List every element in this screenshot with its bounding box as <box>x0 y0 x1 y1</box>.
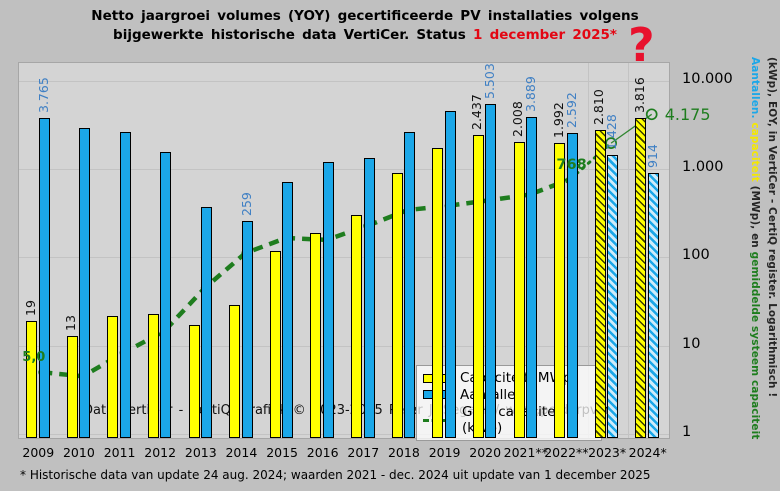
label-aantallen-2014: 259 <box>238 192 254 216</box>
x-axis-label-2010: 2010 <box>62 445 95 460</box>
bar-capaciteit-2011 <box>107 315 119 438</box>
bar-capaciteit-2010 <box>66 335 78 438</box>
bar-capaciteit-2009 <box>26 321 37 438</box>
chart-title-line2: bijgewerkte historische data VertiCer. S… <box>113 27 617 43</box>
label-capaciteit-2010: 13 <box>63 314 79 331</box>
label-capaciteit-2024*: 3.816 <box>631 76 647 113</box>
label-gem-capaciteit-2009: 5,0 <box>22 350 46 366</box>
label-aantallen-2009: 3.765 <box>35 77 51 114</box>
x-axis-label-2011: 2011 <box>103 445 136 460</box>
label-aantallen-2022**: 2.592 <box>563 91 579 128</box>
footnote: * Historische data van update 24 aug. 20… <box>20 468 651 482</box>
label-capaciteit-2020: 2.437 <box>469 94 485 130</box>
y-axis-tick-10.000: 10.000 <box>682 70 733 87</box>
label-gem-capaciteit-2024*: 4.175 <box>664 105 711 125</box>
x-axis-label-2019: 2019 <box>428 445 461 460</box>
bar-aantallen-2015 <box>282 182 294 438</box>
x-axis-label-2021**: 2021** <box>503 445 548 460</box>
bar-aantallen-2013 <box>201 206 212 438</box>
x-axis-label-2012: 2012 <box>144 445 177 460</box>
y-axis-tick-10: 10 <box>682 335 701 352</box>
y-axis-tick-1: 1 <box>682 424 692 440</box>
y-axis-tick-100: 100 <box>682 247 710 264</box>
right-axis-title-line1: Aantallen. capaciteit (MWp), en gemiddel… <box>749 57 761 439</box>
bar-capaciteit-2015 <box>269 250 281 438</box>
x-axis-label-2022**: 2022** <box>544 445 589 460</box>
bar-aantallen-2024* <box>647 172 659 438</box>
label-aantallen-2021**: 3.889 <box>523 76 538 112</box>
label-aantallen-2023*: 1.428 <box>604 114 620 151</box>
bar-aantallen-2017 <box>363 157 375 438</box>
bar-capaciteit-2023* <box>594 129 606 438</box>
bar-aantallen-2011 <box>119 131 131 438</box>
chart-title: Netto jaargroei volumes (YOY) gecertific… <box>10 7 720 45</box>
bar-aantallen-2020 <box>485 103 497 438</box>
bar-capaciteit-2021** <box>513 142 525 438</box>
label-gem-capaciteit-2022**: 768 <box>556 157 587 174</box>
right-axis-title-segment: capaciteit <box>749 118 761 182</box>
bar-capaciteit-2024* <box>635 117 647 438</box>
x-axis-label-2014: 2014 <box>225 445 258 460</box>
question-mark-annotation: ? <box>628 18 655 72</box>
bar-capaciteit-2019 <box>432 147 444 438</box>
x-axis-label-2023*: 2023* <box>588 445 627 460</box>
right-axis-title-line2: (kWp), EOY, in VertiCer - CertiQ registe… <box>766 57 778 398</box>
x-axis-label-2017: 2017 <box>347 445 380 460</box>
bar-aantallen-2012 <box>160 151 172 438</box>
bar-capaciteit-2018 <box>391 173 403 438</box>
x-axis-label-2018: 2018 <box>387 445 420 460</box>
gridline-1000 <box>19 169 669 171</box>
bar-capaciteit-2017 <box>351 214 362 438</box>
right-axis-title-segment: gemiddelde systeem capaciteit <box>749 251 761 440</box>
bar-aantallen-2019 <box>444 111 456 438</box>
right-axis-title-segment: (MWp), en <box>749 181 761 252</box>
bar-aantallen-2018 <box>404 132 416 438</box>
right-axis-title-segment: Aantallen. <box>749 57 761 119</box>
label-capaciteit-2022**: 1.992 <box>550 101 566 138</box>
bar-capaciteit-2022** <box>554 142 566 438</box>
x-axis-label-2015: 2015 <box>266 445 298 460</box>
x-axis-label-2024*: 2024* <box>628 445 667 460</box>
chart-title-line1: Netto jaargroei volumes (YOY) gecertific… <box>91 8 639 24</box>
bar-capaciteit-2012 <box>147 313 159 438</box>
separator-line <box>587 63 589 438</box>
label-aantallen-2020: 5.503 <box>482 62 498 99</box>
x-axis-label-2016: 2016 <box>306 445 339 460</box>
bar-capaciteit-2014 <box>229 304 241 438</box>
y-axis-tick-1.000: 1.000 <box>682 159 724 176</box>
x-axis-label-2009: 2009 <box>22 445 55 460</box>
bar-capaciteit-2016 <box>310 232 322 438</box>
bar-capaciteit-2020 <box>472 134 484 438</box>
bar-aantallen-2023* <box>607 155 619 438</box>
bar-aantallen-2016 <box>322 162 334 438</box>
x-axis-label-2013: 2013 <box>184 445 217 460</box>
gridline-1 <box>19 434 669 435</box>
label-aantallen-2024*: 914 <box>644 143 660 168</box>
x-axis-label-2020: 2020 <box>469 445 502 460</box>
label-capaciteit-2009: 19 <box>22 300 38 317</box>
bar-capaciteit-2013 <box>188 325 200 438</box>
bar-aantallen-2009 <box>38 118 50 438</box>
bar-aantallen-2010 <box>79 128 91 438</box>
gridline-10000 <box>19 80 669 82</box>
chart-title-date-red: 1 december 2025* <box>473 27 617 43</box>
bar-aantallen-2014 <box>241 220 253 438</box>
separator-line <box>628 63 630 438</box>
plot-area: Data VertiCer - CertiQ; grafiek © 2023-2… <box>18 62 711 441</box>
bar-aantallen-2022** <box>566 132 578 438</box>
bar-aantallen-2021** <box>526 117 537 438</box>
